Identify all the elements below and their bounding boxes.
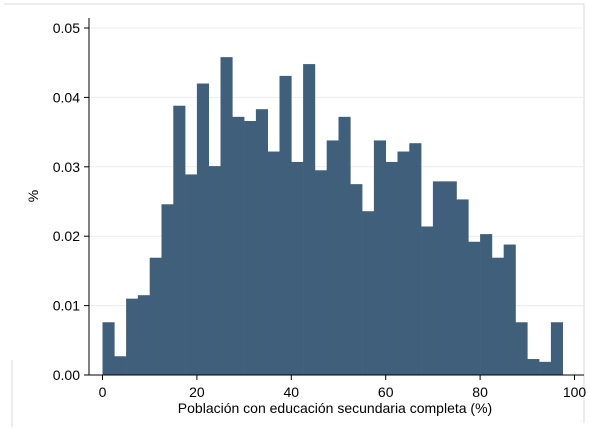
histogram-bar-4 <box>149 257 162 375</box>
histogram-bar-17 <box>303 64 316 375</box>
histogram-bar-35 <box>515 322 528 375</box>
histogram-bar-25 <box>397 151 410 375</box>
y-tick-label-4: 0.04 <box>53 89 80 105</box>
histogram-bar-20 <box>338 116 351 375</box>
histogram-bar-7 <box>185 174 198 375</box>
histogram-bar-24 <box>385 161 398 375</box>
histogram-bar-32 <box>480 234 493 375</box>
histogram-bar-15 <box>279 75 292 376</box>
histogram-bar-5 <box>161 204 174 375</box>
histogram-bar-14 <box>267 151 280 375</box>
histogram-bar-33 <box>491 257 504 375</box>
y-tick-label-5: 0.05 <box>53 20 80 36</box>
histogram-bar-0 <box>102 322 115 375</box>
histogram-bar-18 <box>314 170 327 375</box>
x-tick-label-0: 0 <box>99 384 107 400</box>
histogram-bar-26 <box>409 143 422 375</box>
histogram-bar-38 <box>550 322 563 375</box>
histogram-bar-29 <box>444 181 457 375</box>
x-tick-label-5: 100 <box>563 384 587 400</box>
histogram-bar-9 <box>208 166 221 375</box>
histogram-bar-28 <box>432 181 445 375</box>
histogram-bar-16 <box>291 161 304 375</box>
y-tick-label-1: 0.01 <box>53 298 80 314</box>
histogram-bar-21 <box>350 184 363 375</box>
histogram-bar-13 <box>255 109 268 375</box>
y-tick-label-3: 0.03 <box>53 159 80 175</box>
x-tick-label-3: 60 <box>378 384 394 400</box>
histogram-bar-30 <box>456 199 469 375</box>
histogram-bar-10 <box>220 57 233 375</box>
y-tick-label-2: 0.02 <box>53 228 80 244</box>
histogram-bar-31 <box>468 241 481 375</box>
histogram-bar-23 <box>373 140 386 375</box>
histogram-bar-12 <box>244 120 257 375</box>
histogram-bar-22 <box>362 211 375 375</box>
x-tick-label-1: 20 <box>189 384 205 400</box>
histogram-bars <box>102 57 563 376</box>
y-tick-label-0: 0.00 <box>53 367 80 383</box>
x-tick-label-2: 40 <box>284 384 300 400</box>
histogram-bar-27 <box>421 226 434 375</box>
histogram-bar-36 <box>527 359 540 375</box>
histogram-bar-34 <box>503 244 516 375</box>
histogram-bar-37 <box>539 361 552 375</box>
histogram-bar-2 <box>126 298 139 375</box>
histogram-bar-3 <box>137 295 150 375</box>
histogram-bar-1 <box>114 356 127 375</box>
histogram-bar-8 <box>196 83 209 376</box>
histogram-bar-11 <box>232 116 245 375</box>
x-tick-label-4: 80 <box>472 384 488 400</box>
histogram-bar-19 <box>326 140 339 375</box>
histogram-bar-6 <box>173 105 186 375</box>
y-axis-label: % <box>25 190 41 202</box>
x-axis-label: Población con educación secundaria compl… <box>178 400 492 416</box>
axes: 0.00 0.01 0.02 0.03 0.04 0.05 0 20 40 60 80 100 <box>53 18 587 400</box>
